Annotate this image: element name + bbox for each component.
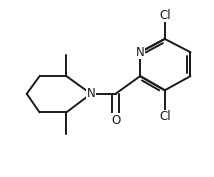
Text: O: O <box>111 114 120 127</box>
Text: N: N <box>136 46 144 59</box>
Text: Cl: Cl <box>159 8 171 22</box>
Text: Cl: Cl <box>159 110 171 123</box>
Text: N: N <box>87 87 95 100</box>
